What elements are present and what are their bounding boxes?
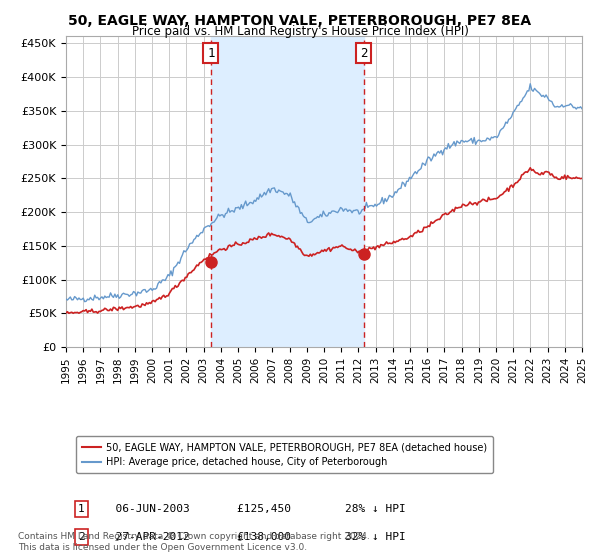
Text: 2: 2 [78,532,85,542]
Text: 27-APR-2012       £138,000        32% ↓ HPI: 27-APR-2012 £138,000 32% ↓ HPI [102,532,406,542]
Legend: 50, EAGLE WAY, HAMPTON VALE, PETERBOROUGH, PE7 8EA (detached house), HPI: Averag: 50, EAGLE WAY, HAMPTON VALE, PETERBOROUG… [76,436,493,473]
Text: Price paid vs. HM Land Registry's House Price Index (HPI): Price paid vs. HM Land Registry's House … [131,25,469,38]
Text: Contains HM Land Registry data © Crown copyright and database right 2024.
This d: Contains HM Land Registry data © Crown c… [18,532,370,552]
Text: 06-JUN-2003       £125,450        28% ↓ HPI: 06-JUN-2003 £125,450 28% ↓ HPI [102,504,406,514]
Text: 50, EAGLE WAY, HAMPTON VALE, PETERBOROUGH, PE7 8EA: 50, EAGLE WAY, HAMPTON VALE, PETERBOROUG… [68,14,532,28]
Text: 1: 1 [207,46,215,59]
Text: 1: 1 [78,504,85,514]
Bar [211,36,364,347]
Text: 2: 2 [360,46,368,59]
